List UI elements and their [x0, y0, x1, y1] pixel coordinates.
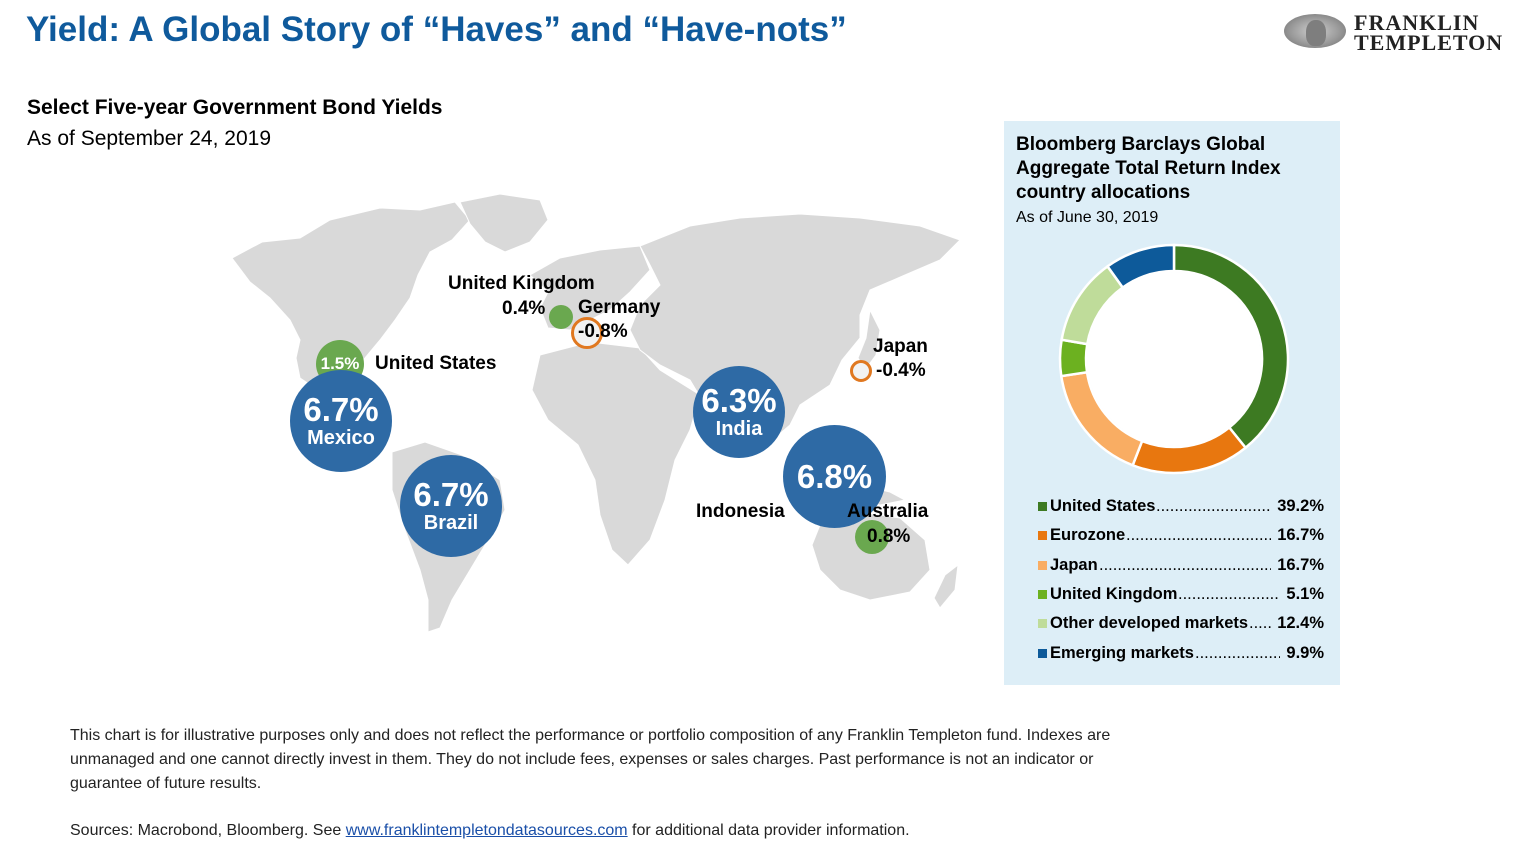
franklin-portrait-icon	[1284, 14, 1346, 48]
legend-value: 12.4%	[1277, 614, 1324, 633]
legend-value: 16.7%	[1277, 526, 1324, 545]
indonesia-yield: 6.8%	[796, 457, 873, 495]
panel-date: As of June 30, 2019	[1016, 209, 1159, 226]
legend-swatch	[1038, 589, 1047, 599]
bubble-india: 6.3% India	[693, 366, 785, 458]
africa-shape	[531, 341, 701, 566]
legend-item-japan: Japan...................................…	[1034, 554, 1324, 578]
australia-shape	[811, 511, 931, 601]
brazil-label: Brazil	[423, 512, 479, 534]
bubble-germany	[571, 317, 603, 349]
legend-leader-dots: ........................................…	[1156, 497, 1271, 515]
legend-swatch	[1038, 560, 1047, 570]
donut-slice-emerging-markets	[1105, 243, 1176, 290]
legend-leader-dots: ........................................…	[1195, 643, 1280, 662]
legend-item-united-states: United States...........................…	[1034, 495, 1324, 519]
germany-yield: -0.8%	[578, 321, 628, 342]
legend-swatch	[1038, 619, 1047, 629]
bubble-united-kingdom	[549, 305, 573, 329]
bubble-indonesia: 6.8%	[783, 425, 886, 528]
legend-value: 39.2%	[1277, 497, 1324, 515]
legend-item-eurozone: Eurozone................................…	[1034, 524, 1324, 548]
legend-item-other-developed-markets: Other developed markets.................…	[1034, 612, 1324, 636]
sources-line: Sources: Macrobond, Bloomberg. See www.f…	[70, 819, 910, 843]
mexico-yield: 6.7%	[303, 391, 379, 428]
donut-hole	[1087, 272, 1261, 446]
bubble-mexico: 6.7% Mexico	[290, 370, 392, 472]
legend-leader-dots: ........................................…	[1178, 584, 1280, 603]
japan-yield: -0.4%	[876, 360, 926, 381]
legend-name: United Kingdom	[1050, 584, 1178, 603]
data-sources-link[interactable]: www.franklintempletondatasources.com	[345, 822, 628, 839]
india-yield: 6.3%	[701, 382, 777, 419]
legend-name: Other developed markets	[1050, 614, 1249, 633]
world-map	[231, 193, 961, 633]
panel-title: Bloomberg Barclays Global Aggregate Tota…	[1016, 134, 1281, 203]
logo-line-2: TEMPLETON	[1354, 30, 1504, 55]
bubble-australia	[855, 520, 889, 554]
donut-slice-united-kingdom	[1058, 338, 1089, 378]
label-japan: Japan	[873, 336, 928, 357]
legend-name: Eurozone	[1050, 526, 1126, 545]
logo-line-1: FRANKLIN	[1354, 10, 1480, 35]
legend-name: Emerging markets	[1050, 643, 1194, 662]
legend-value: 9.9%	[1286, 643, 1324, 662]
legend-leader-dots: ........................................…	[1099, 555, 1271, 574]
sources-prefix: Sources: Macrobond, Bloomberg. See	[70, 822, 346, 839]
legend-item-united-kingdom: United Kingdom..........................…	[1034, 583, 1324, 607]
legend-swatch	[1038, 502, 1047, 511]
allocation-panel: Bloomberg Barclays Global Aggregate Tota…	[1004, 121, 1340, 685]
map-subtitle: Select Five-year Government Bond Yields	[27, 96, 443, 119]
bubble-brazil: 6.7% Brazil	[400, 455, 502, 557]
page-title: Yield: A Global Story of “Haves” and “Ha…	[26, 10, 847, 49]
label-germany: Germany	[578, 297, 661, 318]
label-united-states: United States	[375, 353, 497, 374]
legend-name: United States	[1050, 497, 1156, 515]
australia-yield: 0.8%	[867, 526, 911, 547]
map-date: As of September 24, 2019	[27, 127, 271, 150]
legend-value: 5.1%	[1286, 584, 1324, 603]
mexico-label: Mexico	[307, 427, 375, 449]
greenland-shape	[459, 193, 549, 253]
bubble-japan	[850, 360, 872, 382]
legend-leader-dots: ........................................…	[1249, 614, 1271, 633]
label-indonesia: Indonesia	[696, 501, 785, 522]
brazil-yield: 6.7%	[413, 476, 489, 513]
india-label: India	[715, 418, 763, 440]
legend-name: Japan	[1050, 555, 1098, 574]
legend-swatch	[1038, 531, 1047, 541]
label-united-kingdom: United Kingdom	[448, 273, 595, 294]
label-australia: Australia	[847, 501, 929, 522]
franklin-templeton-logo: FRANKLIN TEMPLETON	[1284, 10, 1534, 55]
new-zealand-shape	[933, 563, 959, 609]
legend-value: 16.7%	[1277, 555, 1324, 574]
united-states-yield: 1.5%	[320, 354, 360, 373]
disclaimer-text: This chart is for illustrative purposes …	[70, 727, 1111, 792]
legend-swatch	[1038, 648, 1047, 658]
legend-leader-dots: ........................................…	[1126, 526, 1271, 545]
united-kingdom-yield: 0.4%	[502, 298, 546, 319]
legend-item-emerging-markets: Emerging markets........................…	[1034, 642, 1324, 666]
allocation-donut-chart	[1058, 243, 1290, 475]
sources-suffix: for additional data provider information…	[627, 822, 910, 839]
